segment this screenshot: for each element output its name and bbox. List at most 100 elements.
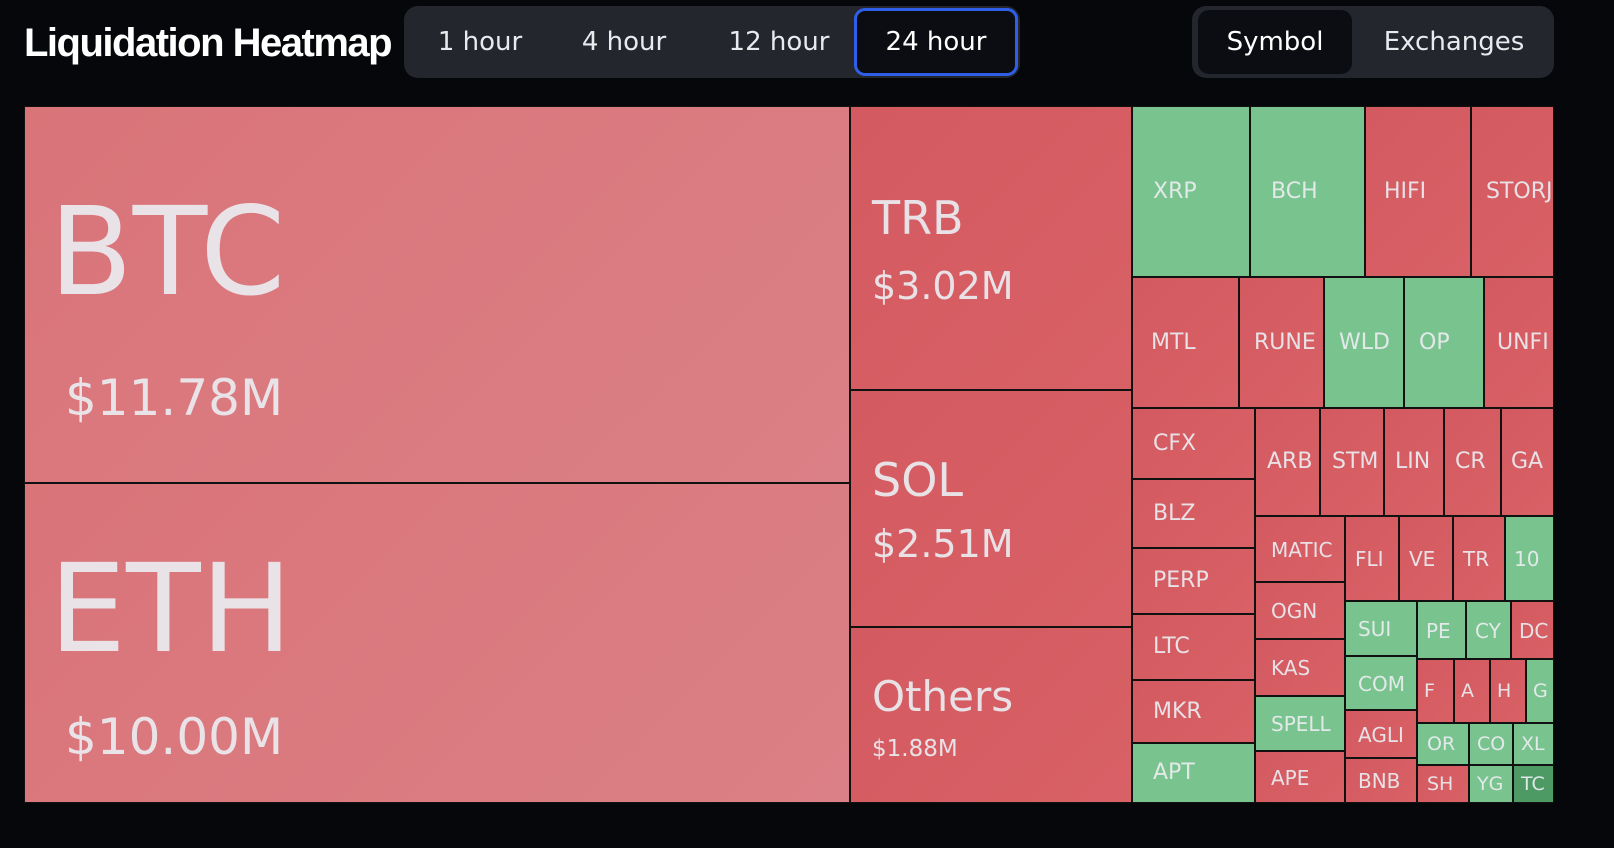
treemap-cell-apt[interactable]: APT [1132,743,1255,803]
cell-symbol-label: DC [1519,619,1549,643]
treemap-cell-storj[interactable]: STORJ [1471,106,1554,277]
cell-symbol-label: UNFI [1497,330,1549,355]
cell-symbol-label: TR [1463,547,1490,571]
treemap-cell-a[interactable]: A [1454,659,1490,723]
treemap-cell-g[interactable]: G [1526,659,1554,723]
cell-symbol-label: CY [1475,619,1501,643]
treemap-cell-yg[interactable]: YG [1469,765,1513,803]
cell-symbol-label: MKR [1153,699,1202,724]
cell-symbol-label: XL [1521,733,1545,755]
tab-exchanges[interactable]: Exchanges [1383,27,1525,57]
treemap-cell-ve[interactable]: VE [1399,516,1453,601]
tab-24-hour[interactable]: 24 hour [854,8,1018,76]
cell-symbol-label: LIN [1395,449,1431,474]
treemap-cell-arb[interactable]: ARB [1255,408,1320,516]
treemap-cell-xrp[interactable]: XRP [1132,106,1250,277]
treemap-cell-bnb[interactable]: BNB [1345,758,1417,803]
treemap-cell-tc[interactable]: TC [1513,765,1554,803]
treemap-cell-bch[interactable]: BCH [1250,106,1365,277]
cell-symbol-label: SUI [1358,617,1392,641]
cell-symbol-label: LTC [1153,634,1190,659]
treemap-cell-sh[interactable]: SH [1417,765,1469,803]
treemap-cell-rune[interactable]: RUNE [1239,277,1324,408]
treemap-cell-pe[interactable]: PE [1417,601,1466,659]
treemap-cell-co[interactable]: CO [1469,723,1513,765]
cell-symbol-label: BCH [1271,179,1318,204]
treemap-cell-spell[interactable]: SPELL [1255,696,1345,751]
cell-symbol-label: SOL [872,453,964,507]
treemap-cell-com[interactable]: COM [1345,656,1417,710]
treemap-cell-f[interactable]: F [1417,659,1454,723]
treemap-cell-h[interactable]: H [1490,659,1526,723]
cell-symbol-label: TRB [872,191,964,245]
treemap-cell-unfi[interactable]: UNFI [1484,277,1554,408]
treemap-cell-ape[interactable]: APE [1255,751,1345,803]
treemap-cell-trb[interactable]: TRB $3.02M [850,106,1132,390]
treemap-cell-blz[interactable]: BLZ [1132,479,1255,548]
tab-4-hour[interactable]: 4 hour [581,27,667,57]
treemap-cell-cfx[interactable]: CFX [1132,408,1255,479]
cell-symbol-label: BLZ [1153,501,1196,526]
tab-symbol[interactable]: Symbol [1198,10,1352,74]
treemap-cell-perp[interactable]: PERP [1132,548,1255,614]
cell-symbol-label: APE [1271,766,1310,790]
treemap-cell-sol[interactable]: SOL $2.51M [850,390,1132,627]
cell-symbol-label: BTC [49,181,286,323]
time-range-tabs: 1 hour 4 hour 12 hour 24 hour [404,6,1020,78]
cell-value-label: $10.00M [65,708,284,766]
treemap-cell-cy[interactable]: CY [1466,601,1511,659]
treemap-cell-mkr[interactable]: MKR [1132,680,1255,743]
view-mode-tabs: Symbol Exchanges [1192,6,1554,78]
treemap-cell-sui[interactable]: SUI [1345,601,1417,656]
cell-symbol-label: VE [1409,547,1436,571]
cell-symbol-label: MTL [1151,330,1196,355]
treemap-cell-eth[interactable]: ETH $10.00M [24,483,850,803]
cell-value-label: $11.78M [65,369,284,427]
treemap-cell-fli[interactable]: FLI [1345,516,1399,601]
cell-symbol-label: OR [1427,733,1456,755]
treemap-cell-ga[interactable]: GA [1501,408,1554,516]
treemap-cell-agli[interactable]: AGLI [1345,710,1417,758]
cell-symbol-label: F [1424,680,1435,702]
treemap-cell-others[interactable]: Others $1.88M [850,627,1132,803]
cell-symbol-label: APT [1153,760,1195,785]
treemap-cell-lin[interactable]: LIN [1384,408,1444,516]
treemap-cell-tr[interactable]: TR [1453,516,1505,601]
cell-symbol-label: YG [1477,773,1504,795]
cell-symbol-label: BNB [1358,769,1401,793]
cell-value-label: $1.88M [872,736,958,762]
treemap-cell-xl[interactable]: XL [1513,723,1554,765]
treemap-cell-ltc[interactable]: LTC [1132,614,1255,680]
treemap-cell-btc[interactable]: BTC $11.78M [24,106,850,483]
cell-symbol-label: ARB [1267,449,1313,474]
cell-value-label: $3.02M [872,264,1014,308]
treemap-cell-cr[interactable]: CR [1444,408,1501,516]
treemap-cell-hifi[interactable]: HIFI [1365,106,1471,277]
treemap-cell-or[interactable]: OR [1417,723,1469,765]
treemap-cell-op[interactable]: OP [1404,277,1484,408]
page-title: Liquidation Heatmap [24,21,393,65]
cell-symbol-label: H [1497,680,1512,702]
treemap-cell-kas[interactable]: KAS [1255,639,1345,696]
cell-symbol-label: Others [872,672,1014,721]
cell-symbol-label: SPELL [1271,712,1331,736]
treemap-cell-mtl[interactable]: MTL [1132,277,1239,408]
cell-symbol-label: PE [1426,619,1451,643]
treemap-cell-wld[interactable]: WLD [1324,277,1404,408]
treemap-cell-dc[interactable]: DC [1511,601,1554,659]
cell-value-label: $2.51M [872,522,1014,566]
cell-symbol-label: HIFI [1384,179,1427,204]
cell-symbol-label: OP [1419,330,1450,355]
liquidation-treemap: BTC $11.78M ETH $10.00M TRB $3.02M SOL $2.51M Ot… [24,106,1554,803]
cell-symbol-label: XRP [1153,179,1197,204]
cell-symbol-label: PERP [1153,568,1209,593]
cell-symbol-label: ETH [49,538,293,680]
treemap-cell-10[interactable]: 10 [1505,516,1554,601]
tab-12-hour[interactable]: 12 hour [728,27,830,57]
cell-symbol-label: RUNE [1254,330,1316,355]
tab-1-hour[interactable]: 1 hour [437,27,523,57]
cell-symbol-label: TC [1521,773,1545,795]
treemap-cell-ogn[interactable]: OGN [1255,582,1345,639]
treemap-cell-matic[interactable]: MATIC [1255,516,1345,582]
treemap-cell-stm[interactable]: STM [1320,408,1384,516]
